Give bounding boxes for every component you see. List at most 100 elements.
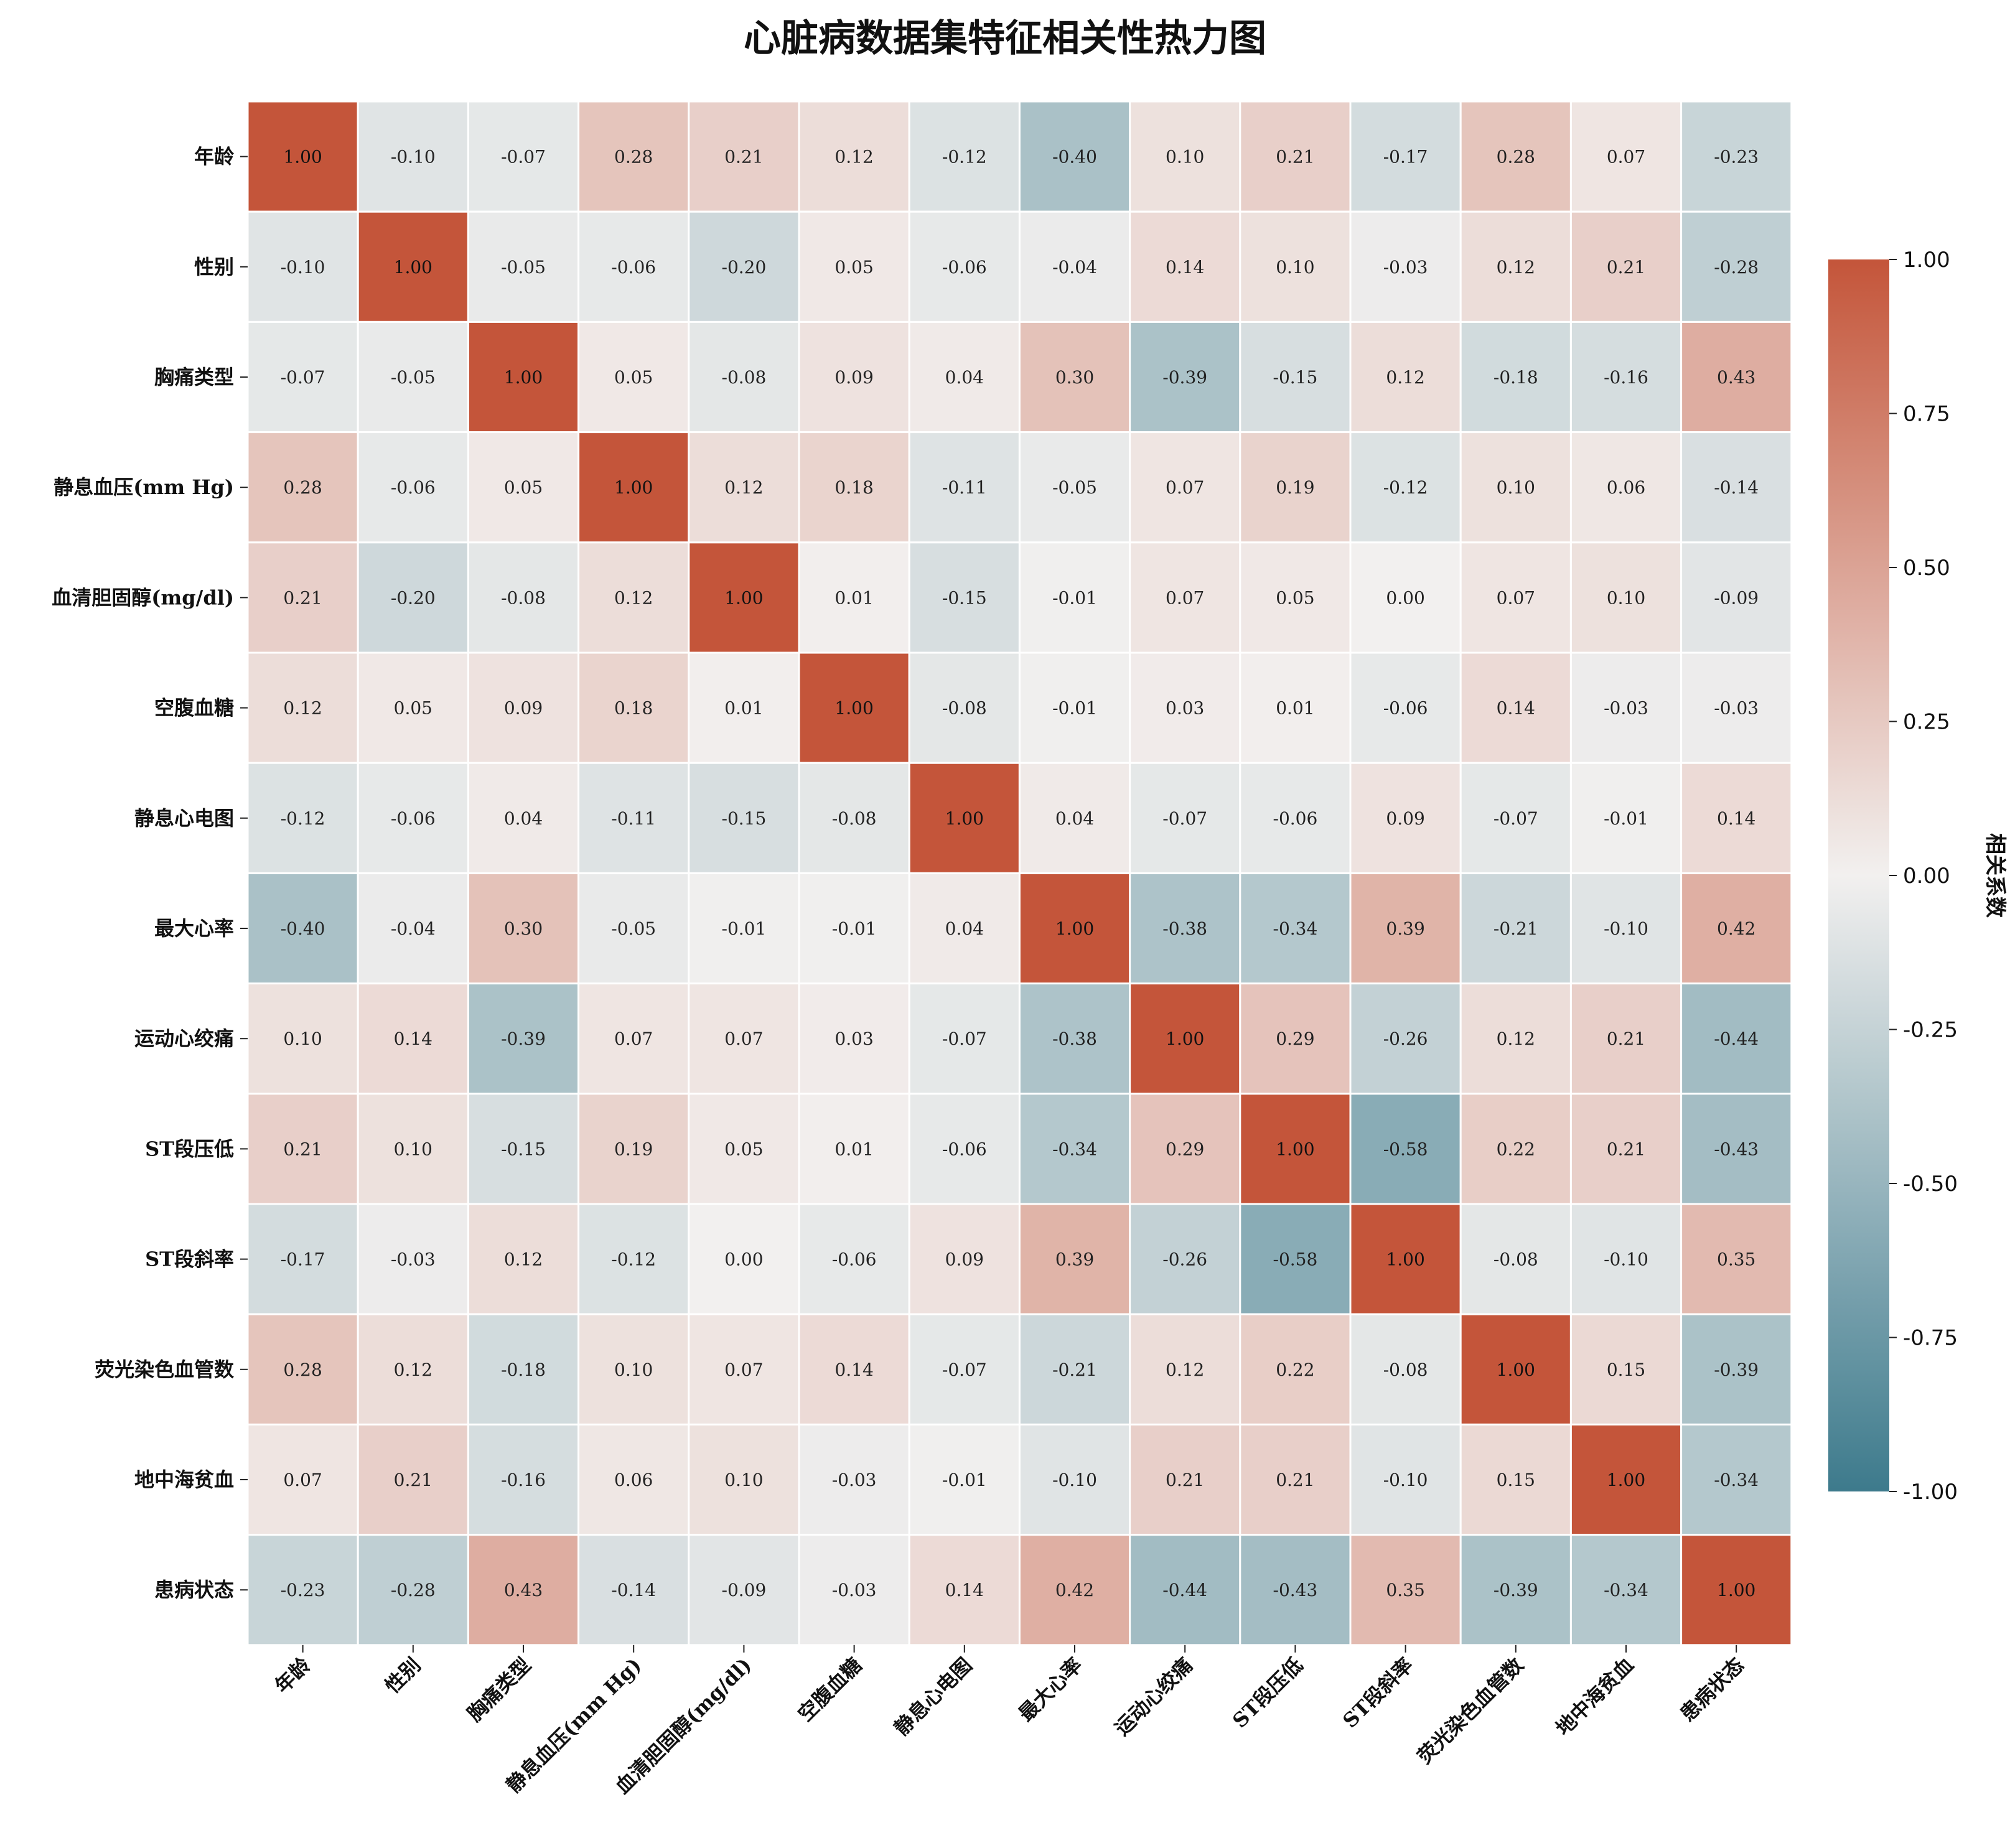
heatmap-cells: 1.00 -0.10 -0.07 0.28 0.21 0.12 -0.12 -0.40 0.10… xyxy=(246,100,1793,1646)
heatmap-cell xyxy=(467,1203,580,1315)
heatmap-cell xyxy=(908,210,1021,323)
heatmap-cell xyxy=(908,982,1021,1095)
cell-value-label: 0.15 xyxy=(1607,1360,1645,1380)
cell-value-label: 0.14 xyxy=(834,1360,873,1380)
cell-value-label: 0.35 xyxy=(1386,1580,1424,1600)
heatmap-cell xyxy=(1129,1313,1241,1426)
colorbar-tick-label: 0.50 xyxy=(1903,556,1950,581)
cell-value-label: 0.10 xyxy=(283,1029,322,1049)
heatmap-cell xyxy=(1569,541,1683,654)
cell-value-label: -0.34 xyxy=(1052,1139,1097,1159)
heatmap-cell xyxy=(577,872,690,985)
cell-value-label: -0.28 xyxy=(1714,257,1759,278)
heatmap-cell xyxy=(1018,651,1131,764)
heatmap-cell xyxy=(1569,651,1683,764)
heatmap-cell xyxy=(1680,762,1793,874)
heatmap-cell xyxy=(1680,651,1793,764)
heatmap-cell xyxy=(1680,982,1793,1095)
heatmap-cell xyxy=(798,100,910,213)
heatmap-cell xyxy=(1018,1093,1131,1205)
heatmap-cell xyxy=(246,100,359,213)
cell-value-label: 1.00 xyxy=(1717,1580,1755,1600)
cell-value-label: -0.15 xyxy=(942,587,987,608)
heatmap-cell xyxy=(798,982,910,1095)
cell-value-label: 0.14 xyxy=(1497,698,1535,719)
heatmap-cell xyxy=(1459,1093,1572,1205)
cell-value-label: 0.43 xyxy=(1717,367,1755,388)
colorbar-tick-label: -1.00 xyxy=(1903,1480,1958,1505)
cell-value-label: -0.08 xyxy=(942,698,987,719)
cell-value-label: 0.07 xyxy=(614,1029,653,1049)
cell-value-label: 0.07 xyxy=(1166,587,1204,608)
cell-value-label: 0.07 xyxy=(1166,477,1204,498)
cell-value-label: -0.15 xyxy=(501,1139,546,1159)
colorbar-tick-label: -0.75 xyxy=(1903,1326,1958,1351)
column-label: 患病状态 xyxy=(1675,1653,1748,1726)
heatmap-cell xyxy=(467,982,580,1095)
cell-value-label: -0.20 xyxy=(721,257,766,278)
heatmap-cell xyxy=(246,431,359,544)
cell-value-label: -0.06 xyxy=(391,477,436,498)
heatmap-cell xyxy=(357,1313,469,1426)
cell-value-label: 0.43 xyxy=(504,1580,543,1600)
cell-value-label: 0.10 xyxy=(394,1139,432,1159)
heatmap-cell xyxy=(577,1423,690,1536)
cell-value-label: -0.06 xyxy=(391,808,436,829)
heatmap-cell xyxy=(1349,1203,1462,1315)
cell-value-label: 0.42 xyxy=(1717,918,1755,939)
cell-value-label: 0.12 xyxy=(1166,1360,1204,1380)
cell-value-label: 0.04 xyxy=(1055,808,1094,829)
cell-value-label: -0.26 xyxy=(1383,1029,1428,1049)
cell-value-label: -0.07 xyxy=(1493,808,1538,829)
cell-value-label: 0.01 xyxy=(834,587,873,608)
heatmap-cell xyxy=(1459,431,1572,544)
heatmap-cell xyxy=(577,1093,690,1205)
cell-value-label: 0.21 xyxy=(283,587,322,608)
cell-value-label: -0.03 xyxy=(1604,698,1648,719)
heatmap-cell xyxy=(1569,1313,1683,1426)
heatmap-cell xyxy=(1459,1534,1572,1646)
cell-value-label: 0.07 xyxy=(1497,587,1535,608)
cell-value-label: -0.08 xyxy=(1383,1360,1428,1380)
cell-value-label: 1.00 xyxy=(724,587,763,608)
cell-value-label: 0.04 xyxy=(945,918,984,939)
cell-value-label: 0.21 xyxy=(1607,257,1645,278)
cell-value-label: -0.39 xyxy=(1493,1580,1538,1600)
heatmap-cell xyxy=(1349,1534,1462,1646)
cell-value-label: 0.15 xyxy=(1497,1470,1535,1490)
heatmap-cell xyxy=(467,210,580,323)
cell-value-label: 0.28 xyxy=(283,477,322,498)
cell-value-label: 1.00 xyxy=(614,477,653,498)
cell-value-label: -0.07 xyxy=(281,367,325,388)
row-label: 胸痛类型 xyxy=(154,365,234,389)
heatmap-cell xyxy=(467,762,580,874)
heatmap-cell xyxy=(246,1534,359,1646)
cell-value-label: -0.10 xyxy=(1383,1470,1428,1490)
heatmap-cell xyxy=(908,1203,1021,1315)
cell-value-label: -0.08 xyxy=(1493,1249,1538,1270)
heatmap-cell xyxy=(1018,982,1131,1095)
heatmap-cell xyxy=(688,431,800,544)
cell-value-label: -0.34 xyxy=(1714,1470,1759,1490)
colorbar-tick-label: -0.25 xyxy=(1903,1018,1958,1043)
cell-value-label: 0.00 xyxy=(1386,587,1424,608)
heatmap-cell xyxy=(1349,651,1462,764)
heatmap-cell xyxy=(246,872,359,985)
heatmap-cell xyxy=(1349,431,1462,544)
column-label: ST段斜率 xyxy=(1338,1653,1418,1733)
cell-value-label: 0.09 xyxy=(1386,808,1424,829)
cell-value-label: -0.01 xyxy=(1052,698,1097,719)
heatmap-cell xyxy=(798,1203,910,1315)
heatmap-cell xyxy=(1239,872,1352,985)
cell-value-label: -0.40 xyxy=(281,918,325,939)
cell-value-label: -0.10 xyxy=(391,147,436,167)
row-label: 最大心率 xyxy=(154,917,234,940)
heatmap-cell xyxy=(908,762,1021,874)
cell-value-label: 0.14 xyxy=(1717,808,1755,829)
heatmap-cell xyxy=(1349,1423,1462,1536)
cell-value-label: -0.20 xyxy=(391,587,436,608)
column-label: 年龄 xyxy=(270,1653,315,1698)
row-label: ST段斜率 xyxy=(145,1248,234,1271)
cell-value-label: -0.03 xyxy=(832,1580,877,1600)
cell-value-label: 0.12 xyxy=(724,477,763,498)
